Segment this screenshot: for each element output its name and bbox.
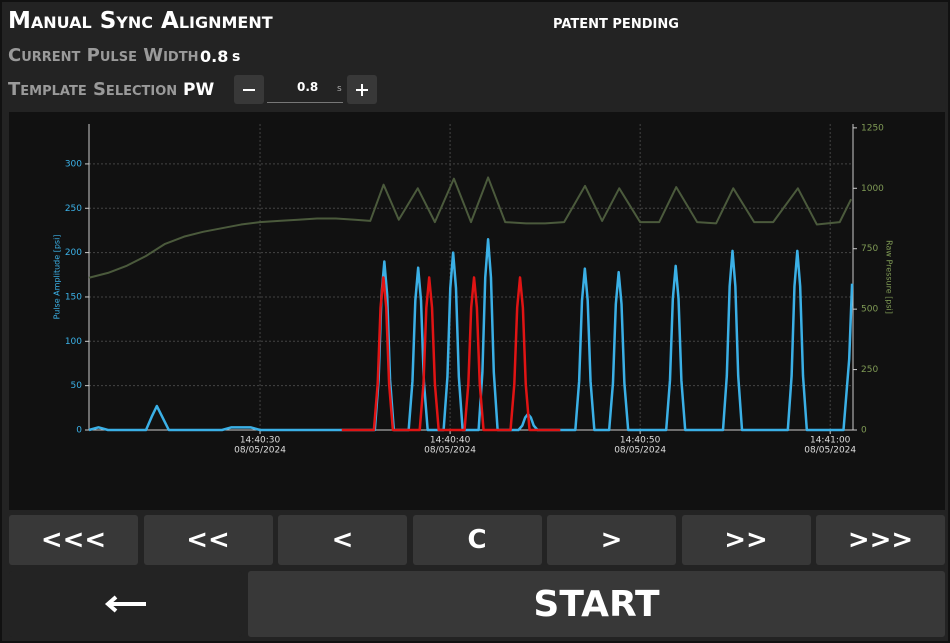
- template-label: Template Selection: [8, 79, 178, 100]
- x-tick-date: 08/05/2024: [234, 446, 286, 456]
- minus-icon: [243, 88, 255, 91]
- notice: PATENT PENDING: [553, 17, 679, 32]
- y2-tick-label: 1000: [861, 184, 884, 194]
- value-input[interactable]: 0.8 s: [267, 75, 343, 103]
- y2-tick-label: 1250: [861, 123, 884, 133]
- nav-button[interactable]: <: [278, 515, 407, 565]
- nav-button[interactable]: >: [547, 515, 676, 565]
- increment-button[interactable]: [347, 75, 377, 104]
- back-button[interactable]: [9, 571, 242, 637]
- y-tick-label: 300: [65, 159, 82, 169]
- series-line: [88, 176, 852, 279]
- template-value: 0.8: [297, 80, 319, 94]
- back-arrow-icon: [104, 595, 146, 613]
- y-axis-title: Pulse Amplitude [psi]: [53, 235, 62, 320]
- y-tick-label: 50: [71, 381, 83, 391]
- x-tick-label: 14:40:40: [430, 436, 471, 446]
- x-tick-label: 14:41:00: [810, 436, 851, 446]
- pulse-width-value: 0.8: [200, 47, 229, 66]
- y-tick-label: 200: [65, 248, 82, 258]
- chart: 0 50 100 150 200 250 300 0 250 500 750 1000 1250 14:4…: [9, 112, 945, 510]
- y-tick-label: 100: [65, 337, 82, 347]
- series-line: [341, 276, 561, 432]
- x-tick-date: 08/05/2024: [424, 446, 476, 456]
- nav-button[interactable]: <<<: [9, 515, 138, 565]
- decrement-button[interactable]: [234, 75, 264, 104]
- y2-tick-label: 250: [861, 365, 878, 375]
- template-name: PW: [183, 80, 215, 100]
- pulse-width-unit: s: [232, 49, 241, 65]
- start-button[interactable]: START: [248, 571, 945, 637]
- y-tick-label: 150: [65, 292, 82, 302]
- pulse-width-label: Current Pulse Width: [8, 45, 199, 66]
- nav-button[interactable]: >>: [681, 515, 811, 565]
- y2-tick-label: 500: [861, 305, 878, 315]
- x-tick-date: 08/05/2024: [614, 446, 666, 456]
- plus-icon: [356, 83, 368, 96]
- y2-tick-label: 750: [861, 244, 878, 254]
- nav-button[interactable]: <<: [143, 515, 273, 565]
- title: Manual Sync Alignment: [8, 8, 273, 34]
- y2-tick-label: 0: [861, 426, 867, 436]
- nav-button[interactable]: C: [412, 515, 542, 565]
- y-tick-label: 0: [76, 426, 82, 436]
- nav-button[interactable]: >>>: [816, 515, 945, 565]
- x-tick-label: 14:40:30: [240, 436, 281, 446]
- x-tick-label: 14:40:50: [620, 436, 661, 446]
- x-tick-date: 08/05/2024: [804, 446, 856, 456]
- template-unit: s: [337, 84, 342, 94]
- y2-axis-title: Raw Pressure [psi]: [885, 240, 894, 314]
- y-tick-label: 250: [65, 204, 82, 214]
